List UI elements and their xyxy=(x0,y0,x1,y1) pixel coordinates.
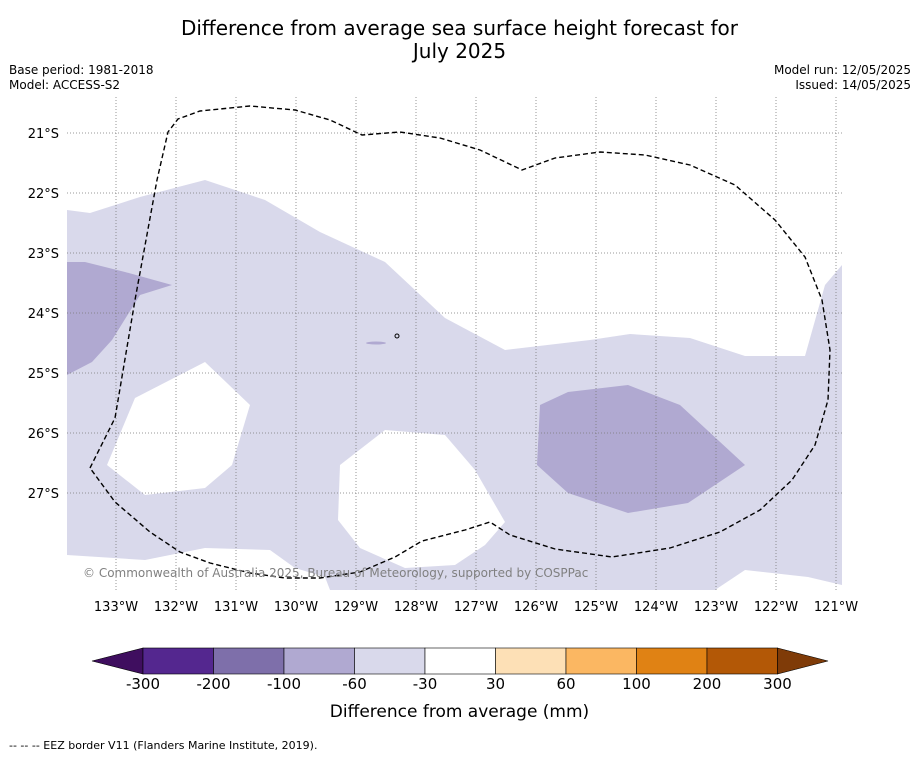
colorbar-tick-label: 100 xyxy=(622,675,651,693)
colorbar-title: Difference from average (mm) xyxy=(329,702,590,722)
anomaly-speck-1 xyxy=(366,341,386,345)
lon-label-131w: 131°W xyxy=(214,600,258,615)
title-line-1: Difference from average sea surface heig… xyxy=(180,16,739,40)
anomaly-region-medium-east xyxy=(537,385,745,513)
lon-label-127w: 127°W xyxy=(454,600,498,615)
lat-label-21s: 21°S xyxy=(28,127,59,142)
anomaly-region-white-2 xyxy=(338,430,505,568)
lon-label-126w: 126°W xyxy=(514,600,558,615)
colorbar-extend-low xyxy=(91,647,144,675)
lat-label-26s: 26°S xyxy=(28,427,59,442)
eez-border xyxy=(89,105,831,579)
anomaly-region-white-1 xyxy=(107,362,250,495)
lon-label-123w: 123°W xyxy=(694,600,738,615)
colorbar xyxy=(91,647,829,675)
gridlines xyxy=(67,97,842,590)
lat-label-23s: 23°S xyxy=(28,247,59,262)
lat-label-24s: 24°S xyxy=(28,307,59,322)
colorbar-tick-label: -300 xyxy=(125,675,161,693)
lat-label-27s: 27°S xyxy=(28,487,59,502)
lon-label-124w: 124°W xyxy=(634,600,678,615)
issued-date: Issued: 14/05/2025 xyxy=(795,78,911,92)
colorbar-tick-label: -60 xyxy=(342,675,367,693)
colorbar-extend-high xyxy=(777,647,829,675)
lon-label-122w: 122°W xyxy=(754,600,798,615)
chart-title: Difference from average sea surface heig… xyxy=(0,17,919,63)
base-period: Base period: 1981-2018 xyxy=(9,63,154,77)
colorbar-tick-label: 200 xyxy=(692,675,722,693)
colorbar-seg-4 xyxy=(354,647,426,675)
colorbar-tick-label: 30 xyxy=(485,675,506,693)
colorbar-tick-label: 60 xyxy=(556,675,576,693)
colorbar-seg-1 xyxy=(142,647,214,675)
colorbar-seg-5 xyxy=(424,647,496,675)
lon-label-125w: 125°W xyxy=(574,600,618,615)
anomaly-speck-2 xyxy=(394,333,400,339)
model-name: Model: ACCESS-S2 xyxy=(9,78,121,92)
meta-left: Base period: 1981-2018 Model: ACCESS-S2 xyxy=(9,63,154,93)
lat-label-22s: 22°S xyxy=(28,187,59,202)
colorbar-seg-9 xyxy=(706,647,778,675)
colorbar-seg-8 xyxy=(636,647,708,675)
colorbar-tick-label: -30 xyxy=(412,675,438,693)
colorbar-seg-6 xyxy=(495,647,567,675)
lon-label-128w: 128°W xyxy=(394,600,438,615)
meta-right: Model run: 12/05/2025 Issued: 14/05/2025 xyxy=(774,63,911,93)
lon-label-130w: 130°W xyxy=(274,600,318,615)
model-run: Model run: 12/05/2025 xyxy=(773,63,911,77)
anomaly-region-medium-west xyxy=(67,262,172,375)
lon-labels: 133°W 132°W 131°W 130°W 129°W 128°W 127°… xyxy=(94,600,858,615)
lat-label-25s: 25°S xyxy=(28,367,59,382)
colorbar-tick-label: -100 xyxy=(266,675,302,693)
colorbar-tick-label: 300 xyxy=(763,675,792,693)
lon-label-132w: 132°W xyxy=(154,600,198,615)
colorbar-seg-2 xyxy=(213,647,285,675)
colorbar-seg-3 xyxy=(283,647,355,675)
lon-label-133w: 133°W xyxy=(94,600,138,615)
eez-footnote: -- -- -- EEZ border V11 (Flanders Marine… xyxy=(9,739,318,752)
lon-label-129w: 129°W xyxy=(334,600,378,615)
colorbar-seg-7 xyxy=(565,647,637,675)
title-line-2: July 2025 xyxy=(412,39,507,63)
colorbar-tick-label: -200 xyxy=(196,675,231,693)
lat-labels: 21°S 22°S 23°S 24°S 25°S 26°S 27°S xyxy=(28,127,59,502)
copyright-text: © Commonwealth of Australia 2025, Bureau… xyxy=(83,566,588,580)
lon-label-121w: 121°W xyxy=(814,600,858,615)
